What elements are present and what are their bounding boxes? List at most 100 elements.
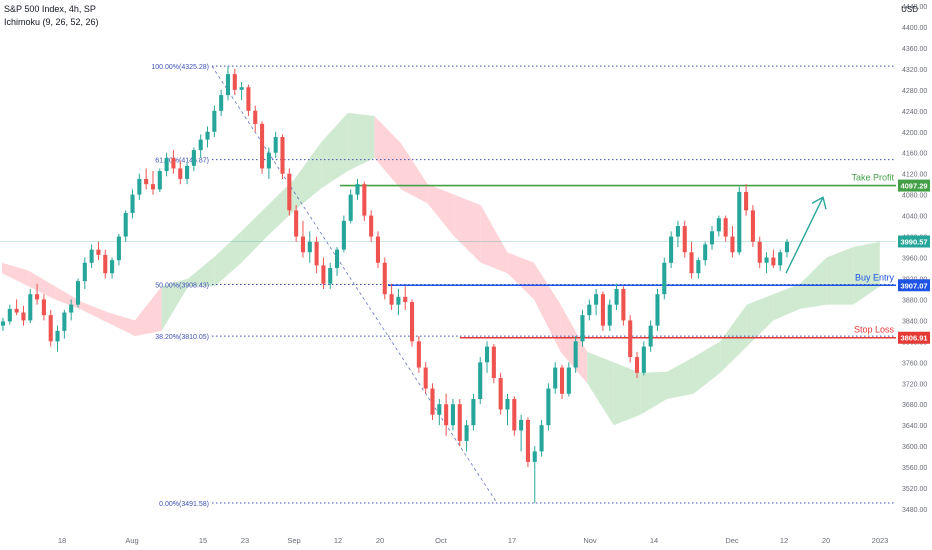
- candle-body: [389, 294, 394, 305]
- candle-body: [7, 308, 12, 322]
- candle-body: [0, 321, 6, 326]
- candle-body: [444, 404, 449, 426]
- price-tick-label: 3560.00: [902, 465, 927, 472]
- projection-arrow-head: [811, 196, 827, 210]
- candle-body: [382, 262, 387, 295]
- cloud-segment: [427, 184, 455, 237]
- candle-body: [75, 281, 81, 305]
- time-tick-label: Sep: [287, 536, 300, 545]
- price-tick-label: 3520.00: [902, 486, 927, 493]
- candle-body: [723, 218, 728, 237]
- price-tick-label: 4200.00: [902, 130, 927, 137]
- price-tag: [898, 235, 930, 248]
- candle-body: [239, 87, 244, 90]
- projection-arrow: [785, 196, 824, 274]
- candle-body: [205, 131, 210, 140]
- candle-body: [362, 184, 367, 216]
- candle-body: [471, 399, 476, 426]
- candle-body: [750, 210, 755, 242]
- currency-label: USD: [901, 5, 918, 14]
- cloud-segment: [746, 294, 774, 347]
- fib-level-label: 61.80%(4146.87): [155, 158, 209, 165]
- cloud-segment: [241, 205, 268, 263]
- indicator-label: Ichimoku (9, 26, 52, 26): [4, 17, 99, 27]
- candle-body: [164, 157, 169, 172]
- chart-title: S&P 500 Index, 4h, SP: [4, 4, 96, 14]
- fib-level-label: 100.00%(4325.28): [151, 64, 209, 71]
- candle-body: [689, 252, 694, 274]
- candle-body: [69, 304, 74, 313]
- time-tick-label: 20: [822, 536, 830, 545]
- candle-body: [784, 241, 790, 253]
- candle-body: [621, 288, 626, 321]
- candle-body: [103, 254, 108, 274]
- price-tick-label: 4120.00: [902, 172, 927, 179]
- candle-body: [505, 399, 510, 410]
- cloud-segment: [587, 351, 614, 426]
- cloud-segment: [188, 256, 215, 287]
- candle-body: [703, 244, 708, 261]
- candle-body: [171, 157, 176, 169]
- candle-body: [253, 110, 258, 124]
- candle-body: [55, 330, 60, 342]
- candle-body: [778, 252, 783, 266]
- candle-body: [375, 236, 381, 263]
- price-tick-label: 4440.00: [902, 4, 927, 11]
- candle-body: [757, 241, 762, 263]
- candle-body: [355, 184, 360, 195]
- candle-body: [185, 165, 190, 179]
- candle-body: [580, 315, 585, 342]
- candle-body: [403, 296, 408, 303]
- candle-body: [696, 260, 701, 274]
- candle-body: [28, 294, 33, 321]
- price-tick-label: 3760.00: [902, 360, 927, 367]
- ichimoku-cloud: [2, 112, 880, 426]
- price-tick-label: 4160.00: [902, 151, 927, 158]
- candle-body: [321, 265, 326, 284]
- price-tick-label: 4400.00: [902, 25, 927, 32]
- cloud-segment: [853, 241, 880, 305]
- cloud-segment: [693, 341, 721, 394]
- price-tick-label: 3480.00: [902, 507, 927, 514]
- cloud-segment: [640, 371, 667, 415]
- candle-body: [328, 268, 333, 284]
- price-tick-label: 4040.00: [902, 214, 927, 221]
- candle-body: [594, 294, 599, 305]
- candle-body: [634, 357, 640, 373]
- candle-body: [294, 210, 299, 237]
- candle-body: [512, 399, 517, 431]
- candle-body: [655, 294, 660, 326]
- price-tag: [898, 279, 930, 292]
- price-tick-label: 4240.00: [902, 109, 927, 116]
- cloud-segment: [321, 112, 348, 189]
- cloud-segment: [374, 116, 401, 190]
- candle-body: [137, 178, 142, 195]
- cloud-segment: [81, 302, 109, 324]
- time-tick-label: Oct: [435, 536, 448, 545]
- cloud-segment: [401, 143, 428, 204]
- price-tick-label: 3960.00: [902, 256, 927, 263]
- price-tick-label: 3880.00: [902, 297, 927, 304]
- cloud-segment: [507, 252, 534, 300]
- candle-body: [130, 194, 135, 213]
- candle-body: [266, 152, 271, 169]
- fibonacci-retracement: 100.00%(4325.28) 61.80%(4146.87) 50.00%(39…: [151, 64, 896, 508]
- candle-body: [464, 425, 469, 441]
- candle-body: [396, 296, 401, 305]
- candle-body: [566, 367, 571, 394]
- candle-body: [62, 312, 67, 331]
- cloud-segment: [826, 247, 854, 305]
- candle-body: [14, 308, 19, 313]
- candle-body: [232, 74, 237, 90]
- candle-body: [430, 388, 435, 415]
- price-tag-label: 3990.57: [900, 238, 927, 247]
- candle-body: [519, 419, 524, 431]
- candle-body: [341, 220, 346, 250]
- time-tick-label: 14: [650, 536, 658, 545]
- candle-body: [478, 362, 483, 399]
- time-tick-label: 12: [780, 536, 788, 545]
- cloud-segment: [480, 205, 508, 274]
- price-tick-label: 3720.00: [902, 381, 927, 388]
- price-axis: 3480.00 3520.00 3560.00 3600.00 3640.00 3680.…: [898, 4, 930, 514]
- candle-body: [423, 367, 428, 389]
